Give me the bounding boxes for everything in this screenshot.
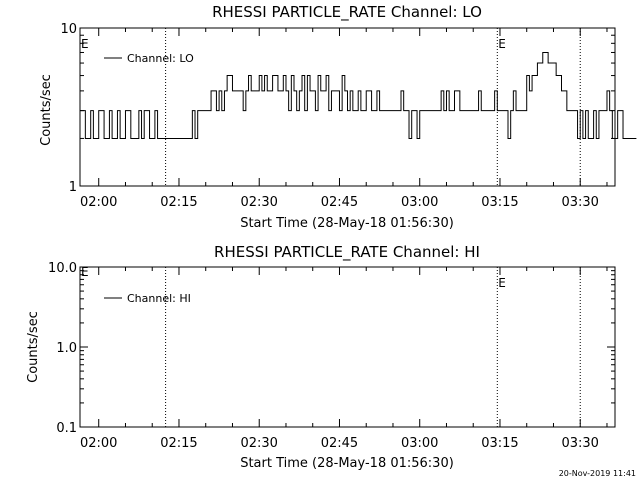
y-tick-label: 10.0 bbox=[48, 261, 77, 276]
x-tick-label: 02:45 bbox=[321, 195, 358, 210]
edge-label-hi: E bbox=[81, 265, 89, 279]
x-tick-label: 02:00 bbox=[80, 436, 117, 451]
legend-entry-hi: Channel: HI bbox=[127, 292, 191, 305]
y-tick-label: 1 bbox=[69, 180, 77, 195]
axes-ticks-hi: 02:00 02:15 02:30 02:45 03:00 03:15 03:30 0.1 1.… bbox=[48, 261, 615, 451]
x-tick-label: 03:00 bbox=[401, 436, 438, 451]
event-marker-label: E bbox=[498, 276, 506, 290]
x-tick-label: 03:15 bbox=[481, 436, 518, 451]
x-tick-label: 02:15 bbox=[160, 195, 197, 210]
event-marker-label: E bbox=[498, 37, 506, 51]
footer-timestamp: 20-Nov-2019 11:41 bbox=[559, 469, 636, 478]
x-tick-label: 02:30 bbox=[240, 436, 277, 451]
y-axis-label-hi: Counts/sec bbox=[26, 311, 41, 383]
series-lo bbox=[80, 51, 637, 139]
plot-frame-hi bbox=[79, 266, 616, 428]
panel-hi: RHESSI PARTICLE_RATE Channel: HI Counts/… bbox=[26, 243, 616, 471]
x-tick-label: 03:15 bbox=[481, 195, 518, 210]
series-line bbox=[80, 51, 637, 139]
legend-entry-lo: Channel: LO bbox=[127, 52, 194, 65]
y-tick-label: 1.0 bbox=[56, 341, 77, 356]
event-markers-lo: E bbox=[165, 28, 581, 186]
x-tick-label: 02:30 bbox=[240, 195, 277, 210]
x-tick-label: 03:00 bbox=[401, 195, 438, 210]
x-tick-label: 03:30 bbox=[561, 195, 598, 210]
y-tick-label: 10 bbox=[60, 22, 77, 37]
x-tick-label: 02:45 bbox=[321, 436, 358, 451]
panel-lo: RHESSI PARTICLE_RATE Channel: LO Counts/… bbox=[39, 3, 637, 231]
y-axis-label-lo: Counts/sec bbox=[39, 74, 54, 146]
x-axis-label-lo: Start Time (28-May-18 01:56:30) bbox=[240, 216, 454, 231]
x-tick-label: 02:00 bbox=[80, 195, 117, 210]
chart-title-hi: RHESSI PARTICLE_RATE Channel: HI bbox=[214, 243, 480, 262]
plot-frame-lo bbox=[79, 27, 616, 187]
event-markers-hi: E bbox=[165, 267, 581, 427]
y-tick-label: 0.1 bbox=[56, 421, 77, 436]
x-axis-label-hi: Start Time (28-May-18 01:56:30) bbox=[240, 456, 454, 471]
x-tick-label: 03:30 bbox=[561, 436, 598, 451]
x-tick-label: 02:15 bbox=[160, 436, 197, 451]
chart-title-lo: RHESSI PARTICLE_RATE Channel: LO bbox=[212, 3, 482, 22]
edge-label-lo: E bbox=[81, 37, 89, 51]
axes-ticks-lo: 02:00 02:15 02:30 02:45 03:00 03:15 03:30 1 10 bbox=[60, 22, 615, 210]
